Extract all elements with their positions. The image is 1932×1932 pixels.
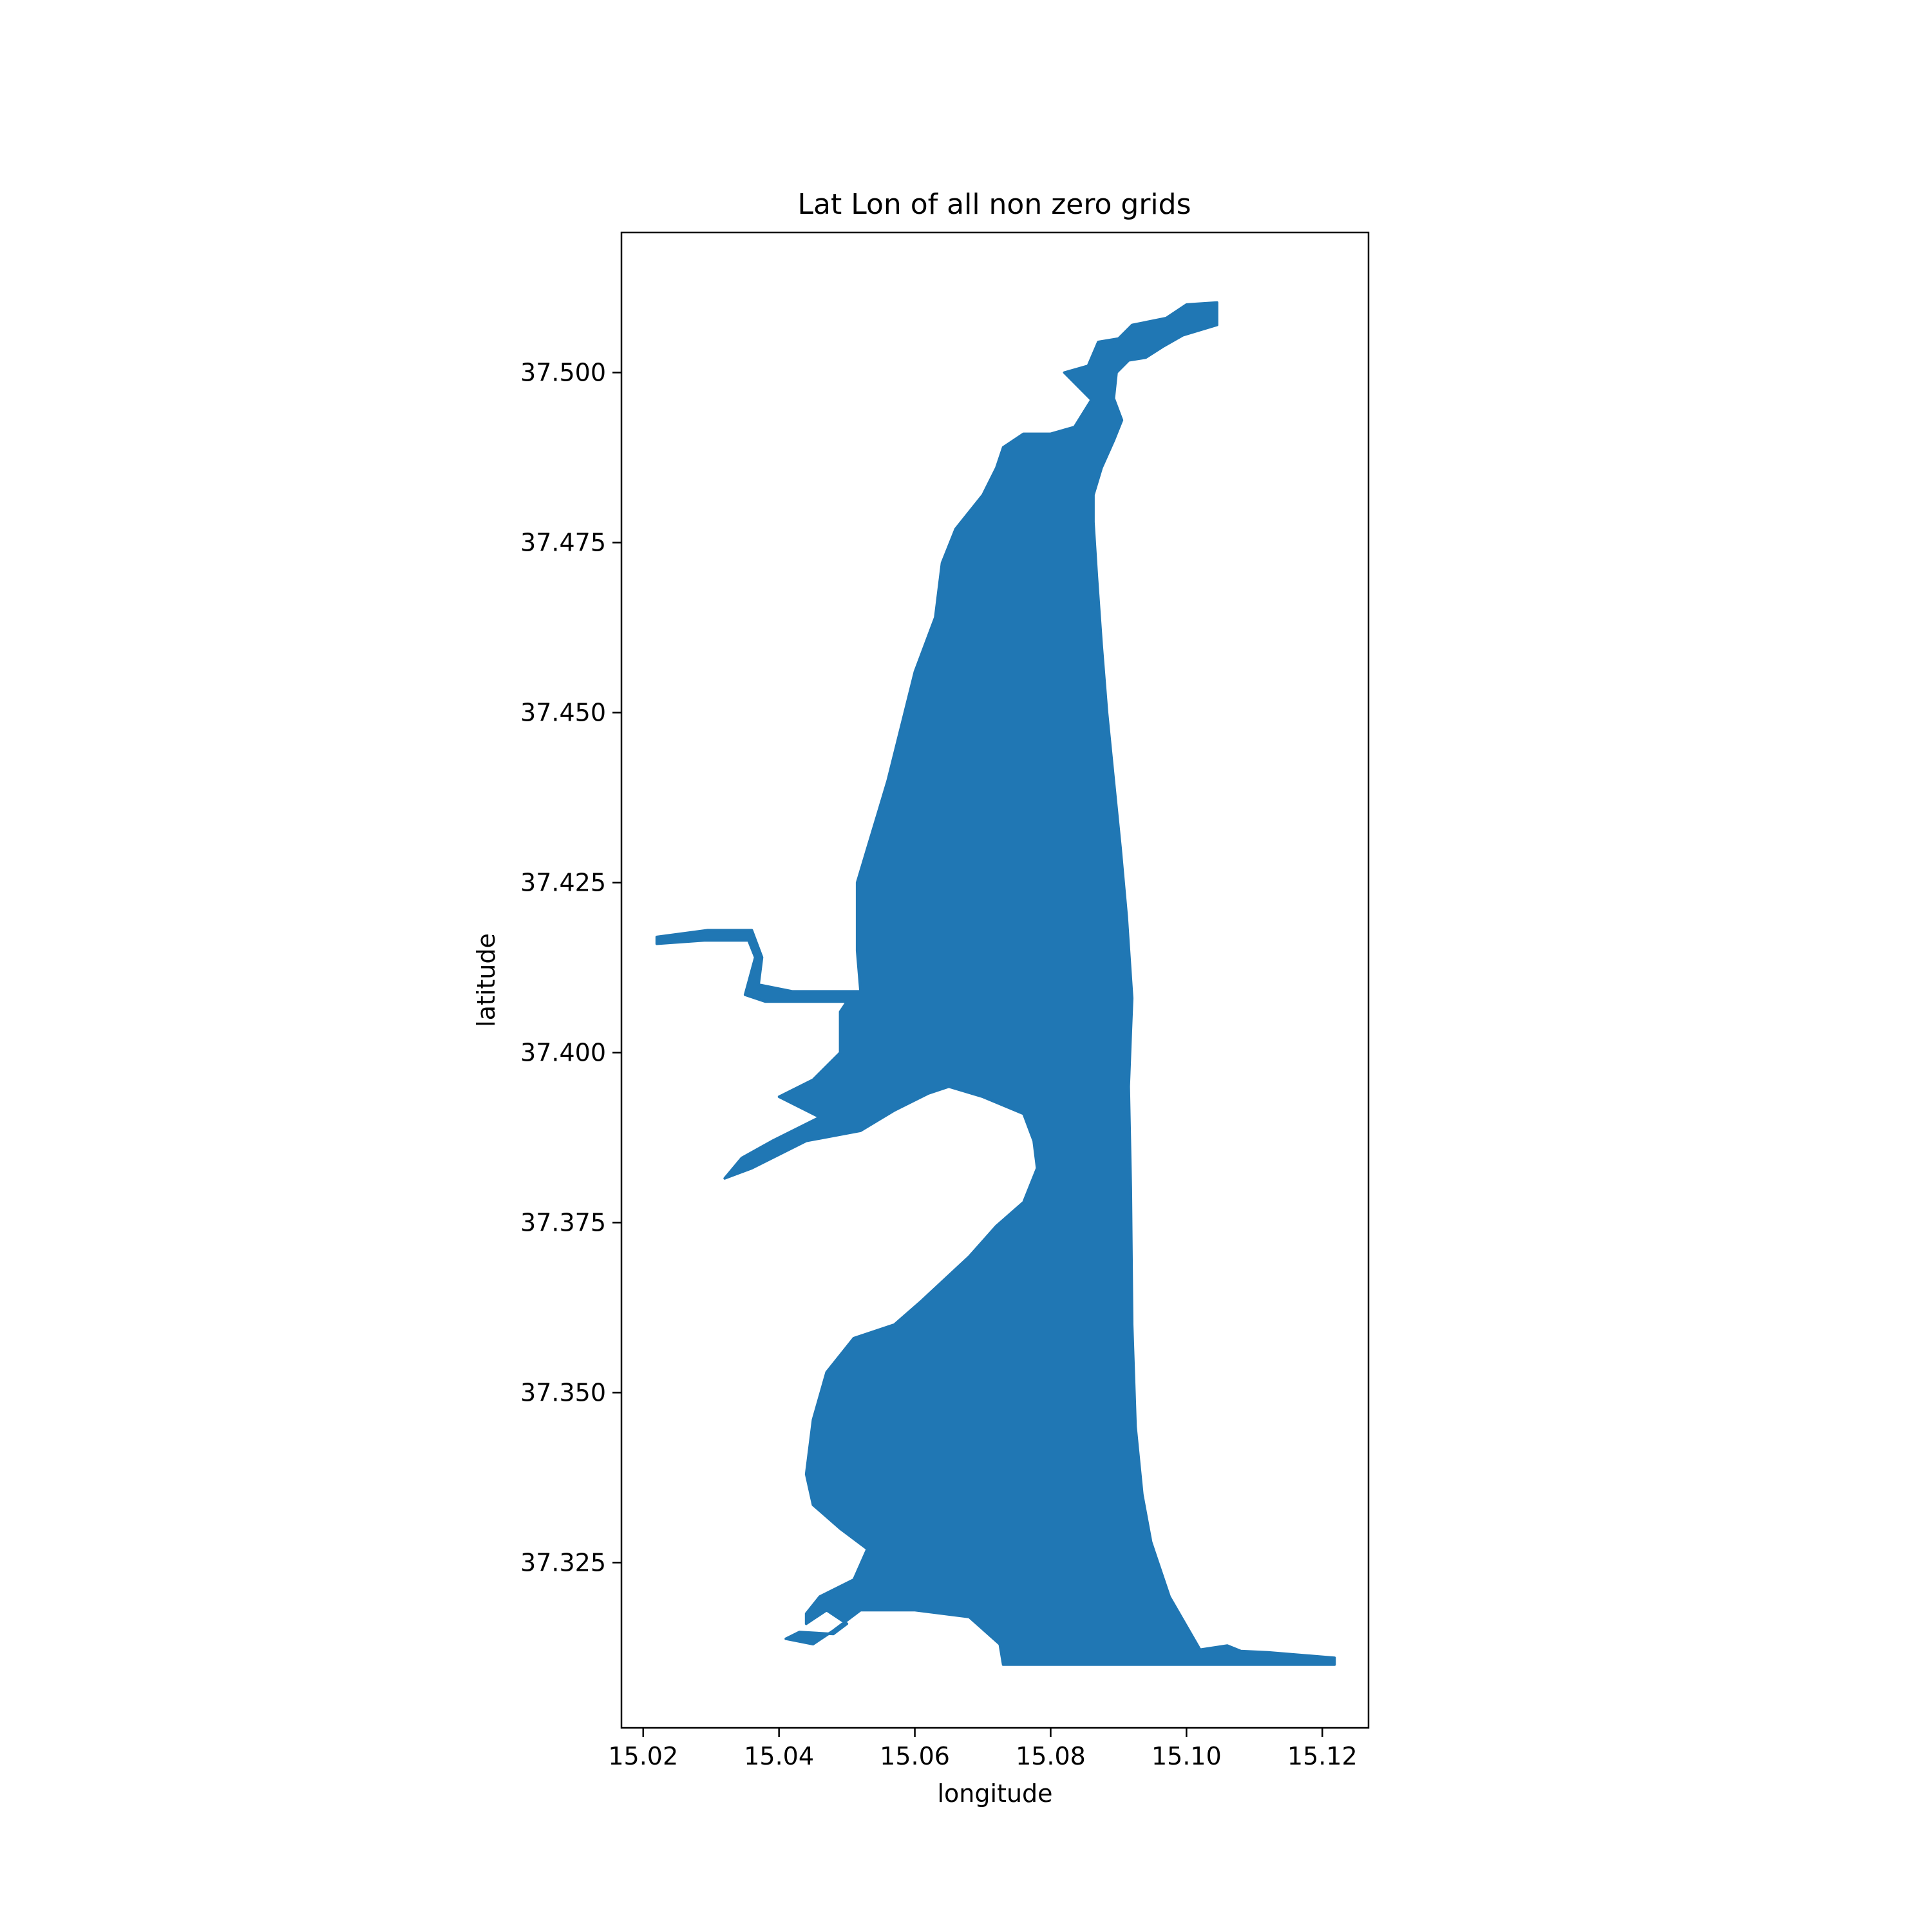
x-tick-label: 15.04 xyxy=(744,1742,814,1770)
axes-frame xyxy=(620,231,1370,1729)
y-tick-label: 37.375 xyxy=(520,1208,606,1236)
y-tick-label: 37.400 xyxy=(520,1038,606,1066)
y-tick-label: 37.325 xyxy=(520,1548,606,1577)
chart-title: Lat Lon of all non zero grids xyxy=(797,188,1191,221)
x-tick-label: 15.06 xyxy=(880,1742,950,1770)
data-region-1 xyxy=(655,301,1336,1666)
y-axis-label: latitude xyxy=(472,933,500,1027)
x-axis: 15.02 15.04 15.06 15.08 15.10 15.12 xyxy=(608,1728,1358,1770)
x-axis-label: longitude xyxy=(937,1779,1052,1808)
plot-area xyxy=(655,301,1336,1666)
x-tick-label: 15.02 xyxy=(608,1742,678,1770)
y-tick-label: 37.425 xyxy=(520,868,606,896)
y-tick-label: 37.500 xyxy=(520,359,606,387)
x-tick-label: 15.10 xyxy=(1151,1742,1222,1770)
x-tick-label: 15.12 xyxy=(1287,1742,1358,1770)
y-axis: 37.325 37.350 37.375 37.400 37.425 37.450 37.4… xyxy=(520,359,621,1577)
y-tick-label: 37.450 xyxy=(520,698,606,726)
y-tick-label: 37.350 xyxy=(520,1378,606,1406)
x-tick-label: 15.08 xyxy=(1016,1742,1086,1770)
y-tick-label: 37.475 xyxy=(520,529,606,557)
